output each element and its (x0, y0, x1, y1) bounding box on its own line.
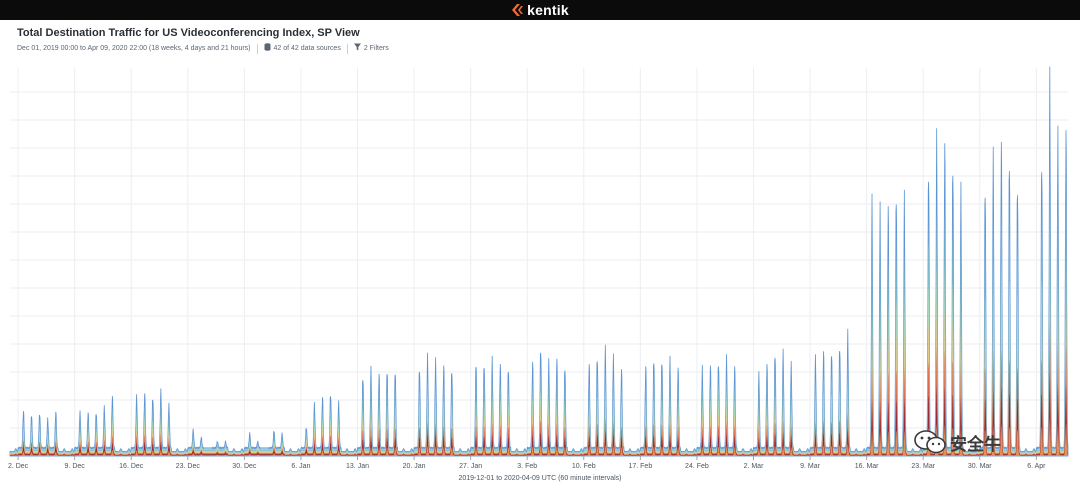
x-tick-label: 6. Apr (1027, 463, 1046, 470)
x-tick-label: 30. Mar (968, 463, 992, 470)
x-tick-label: 9. Mar (800, 463, 821, 470)
watermark: 安全牛 (914, 429, 1001, 455)
x-tick-label: 3. Feb (517, 463, 537, 470)
x-tick-label: 23. Dec (176, 463, 201, 470)
x-tick-label: 16. Dec (119, 463, 144, 470)
chart-header: Total Destination Traffic for US Videoco… (17, 27, 1067, 55)
meta-row: Dec 01, 2019 00:00 to Apr 09, 2020 22:00… (17, 43, 1067, 55)
x-axis-label: 2019-12-01 to 2020-04-09 UTC (60 minute … (458, 475, 621, 482)
time-range[interactable]: Dec 01, 2019 00:00 to Apr 09, 2020 22:00… (17, 45, 251, 52)
x-tick-label: 16. Mar (855, 463, 879, 470)
x-tick-label: 10. Feb (572, 463, 596, 470)
series-layers (9, 66, 1069, 457)
kentik-chevron-icon (512, 4, 524, 16)
watermark-text: 安全牛 (950, 434, 1001, 454)
kentik-logo[interactable]: kentik (511, 2, 569, 18)
x-tick-label: 23. Mar (911, 463, 935, 470)
chart-area: 2. Dec 9. Dec 16. Dec 23. Dec 30. Dec 6. Jan 1… (0, 60, 1080, 495)
x-axis-ticks: 2. Dec 9. Dec 16. Dec 23. Dec 30. Dec 6. Jan 1… (8, 456, 1046, 470)
filter-icon (353, 43, 361, 55)
x-tick-label: 13. Jan (346, 463, 369, 470)
x-tick-label: 20. Jan (403, 463, 426, 470)
page-title: Total Destination Traffic for US Videoco… (17, 27, 360, 39)
x-tick-label: 9. Dec (65, 463, 86, 470)
x-tick-label: 2. Dec (8, 463, 29, 470)
brand-name: kentik (527, 2, 569, 18)
grid-lines (10, 68, 1068, 457)
divider (346, 44, 348, 54)
x-tick-label: 17. Feb (628, 463, 652, 470)
x-tick-label: 24. Feb (685, 463, 709, 470)
x-tick-label: 27. Jan (459, 463, 482, 470)
x-tick-label: 6. Jan (291, 463, 310, 470)
x-tick-label: 2. Mar (744, 463, 765, 470)
data-sources[interactable]: 42 of 42 data sources (273, 45, 341, 52)
filters[interactable]: 2 Filters (363, 45, 389, 52)
wechat-icon (914, 430, 946, 454)
x-tick-label: 30. Dec (232, 463, 257, 470)
database-icon (264, 43, 271, 55)
top-bar: kentik (0, 0, 1080, 20)
series-band-0 (9, 66, 1069, 457)
divider (256, 44, 258, 54)
traffic-chart: 2. Dec 9. Dec 16. Dec 23. Dec 30. Dec 6. Jan 1… (8, 66, 1069, 482)
